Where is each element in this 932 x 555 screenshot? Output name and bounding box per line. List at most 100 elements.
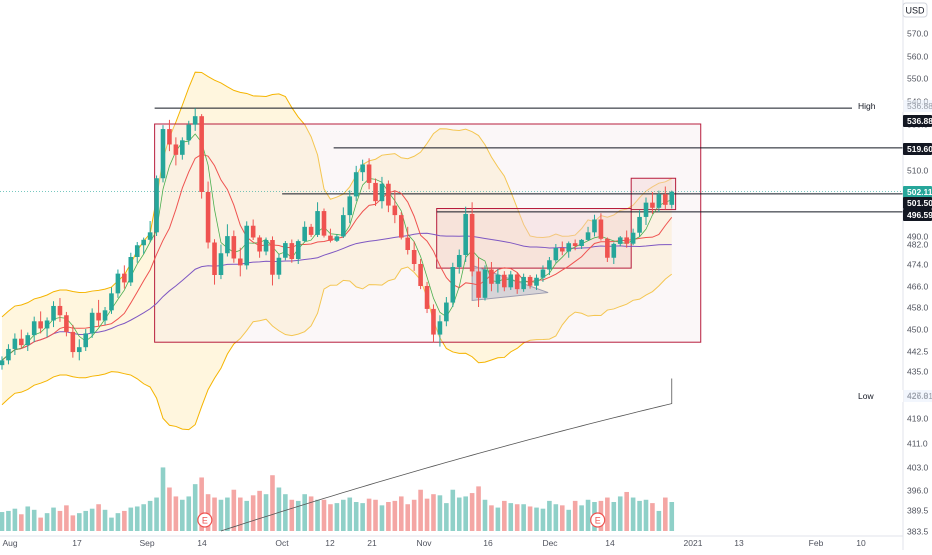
price-tick-label: 435.0 bbox=[907, 367, 929, 377]
candle-body bbox=[102, 310, 108, 321]
volume-bar bbox=[424, 498, 430, 531]
candle-body bbox=[328, 235, 333, 241]
volume-bar bbox=[44, 513, 50, 531]
volume-bar bbox=[154, 497, 159, 531]
price-tick-label: 474.0 bbox=[907, 260, 929, 270]
volume-bar bbox=[25, 506, 31, 531]
earnings-marker bbox=[197, 512, 213, 528]
price-tick-label: 403.0 bbox=[907, 463, 929, 473]
volume-bar bbox=[6, 510, 11, 531]
price-axis: 570.0560.0550.0540.0530.0520.0510.0502.0… bbox=[902, 0, 929, 550]
candle-body bbox=[482, 269, 488, 298]
candle-body bbox=[96, 312, 101, 321]
volume-bar bbox=[102, 509, 108, 531]
price-box bbox=[903, 115, 932, 127]
candle-body bbox=[405, 237, 411, 250]
bollinger-lower-line bbox=[1, 266, 673, 431]
candle-body bbox=[76, 347, 82, 353]
volume-bar bbox=[418, 489, 423, 531]
time-tick-label: 17 bbox=[72, 538, 82, 548]
candle-body bbox=[257, 237, 262, 252]
volume-bar bbox=[392, 500, 398, 531]
price-tick-label: 550.0 bbox=[907, 74, 929, 84]
candle-body bbox=[456, 255, 462, 268]
candle-body bbox=[321, 211, 327, 236]
volume-bar bbox=[308, 496, 314, 531]
candle-body bbox=[579, 239, 584, 246]
candle-body bbox=[173, 144, 179, 155]
candle-body bbox=[276, 257, 282, 275]
candle-body bbox=[650, 202, 655, 208]
volume-bar bbox=[31, 509, 37, 531]
earnings-marker bbox=[590, 512, 606, 528]
volume-bar bbox=[237, 497, 243, 531]
currency-badge[interactable] bbox=[902, 2, 928, 18]
earnings-marker-label: E bbox=[595, 516, 601, 526]
time-tick-label: Aug bbox=[2, 538, 17, 548]
candle-body bbox=[450, 267, 456, 303]
candle-body bbox=[199, 116, 204, 192]
price-box bbox=[903, 143, 932, 155]
volume-bar bbox=[250, 495, 256, 531]
price-box-label: 536.88 bbox=[907, 116, 932, 126]
price-box-label: 501.50 bbox=[907, 198, 932, 208]
volume-bar bbox=[160, 467, 166, 531]
volume-bar bbox=[83, 510, 89, 531]
volume-bar bbox=[527, 506, 533, 531]
moving-average-50-line bbox=[1, 232, 672, 361]
earnings-marker-label: E bbox=[202, 516, 208, 526]
volume-bar bbox=[379, 505, 385, 531]
candle-body bbox=[128, 257, 134, 283]
price-tag-value-bg bbox=[904, 390, 932, 402]
bollinger-upper-line bbox=[1, 71, 672, 318]
time-tick-label: Dec bbox=[542, 538, 558, 548]
price-tick-label: 482.0 bbox=[907, 240, 929, 250]
volume-layer bbox=[0, 467, 675, 531]
candle-body bbox=[89, 312, 95, 334]
price-tick-label: 411.0 bbox=[907, 439, 928, 449]
candle-body bbox=[353, 172, 359, 197]
time-axis: Aug 17 Sep 14 Oct 12 21 Nov 16 Dec 14 2021 13 Feb 10 bbox=[0, 535, 903, 548]
candle-body bbox=[502, 274, 507, 288]
candle-body bbox=[57, 305, 63, 316]
volume-bar bbox=[270, 475, 275, 531]
volume-bar bbox=[38, 517, 43, 531]
currency-label: USD bbox=[905, 6, 925, 16]
volume-bar bbox=[141, 504, 146, 531]
candle-body bbox=[592, 219, 597, 233]
candle-body bbox=[44, 320, 50, 329]
volume-bar bbox=[192, 484, 198, 531]
time-tick-label: Sep bbox=[139, 538, 154, 548]
volume-bar bbox=[360, 503, 365, 531]
volume-bar bbox=[437, 495, 443, 531]
candle-body bbox=[192, 116, 198, 125]
candle-body bbox=[270, 240, 275, 275]
volume-bar bbox=[398, 496, 404, 531]
volume-bar bbox=[611, 502, 617, 531]
volume-bar bbox=[199, 477, 204, 531]
volume-bar bbox=[341, 499, 346, 531]
candle-body bbox=[244, 225, 250, 266]
volume-bar bbox=[469, 493, 475, 531]
volume-bar bbox=[456, 497, 462, 531]
candle-body bbox=[347, 196, 353, 216]
volume-bar bbox=[559, 505, 565, 531]
time-tick-label: 14 bbox=[605, 538, 615, 548]
price-tag-bg bbox=[852, 390, 903, 402]
candle-body bbox=[212, 242, 217, 275]
price-box bbox=[903, 197, 932, 209]
volume-bar bbox=[257, 490, 262, 531]
volume-bar bbox=[630, 497, 636, 531]
price-tick-label: 458.0 bbox=[907, 303, 929, 313]
price-tag-name: High bbox=[858, 101, 876, 111]
candle-body bbox=[489, 269, 494, 284]
candle-body bbox=[566, 243, 572, 252]
candle-body bbox=[250, 225, 256, 238]
candle-body bbox=[295, 241, 301, 259]
candle-body bbox=[630, 232, 636, 244]
volume-bar bbox=[0, 512, 5, 531]
time-tick-label: Feb bbox=[809, 538, 824, 548]
time-tick-label: 12 bbox=[325, 538, 335, 548]
volume-bar bbox=[109, 517, 114, 531]
